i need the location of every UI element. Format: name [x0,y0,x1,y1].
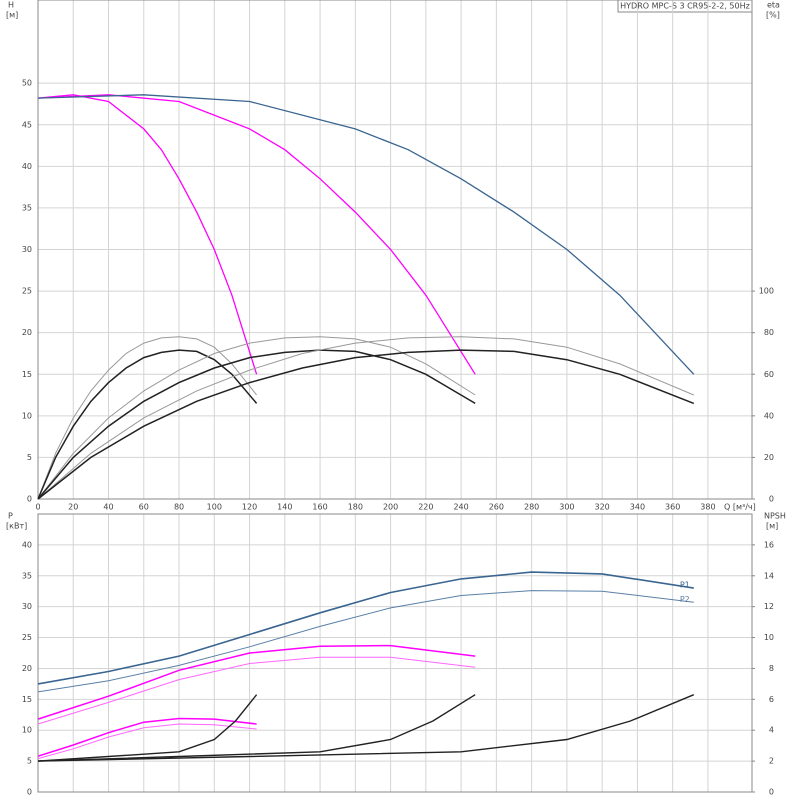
y-axis-unit: [кВт] [6,522,27,531]
y2-tick-label: 16 [764,540,774,549]
y2-tick-label: 6 [769,695,774,704]
y2-tick-label: 10 [764,633,774,642]
x-tick-label: 380 [700,503,715,512]
y2-tick-label: 8 [769,664,774,673]
y2-axis-unit: [м] [766,522,778,531]
y2-tick-label: 2 [769,757,774,766]
y2-tick-label: 60 [764,370,774,379]
y-tick-label: 35 [22,571,32,580]
y-tick-label: 5 [27,757,32,766]
x-tick-label: 320 [595,503,610,512]
x-tick-label: 120 [242,503,257,512]
y2-tick-label: 0 [769,495,774,504]
curve [37,94,476,375]
y-tick-label: 20 [22,328,32,337]
x-tick-label: 340 [630,503,645,512]
y-tick-label: 30 [22,245,32,254]
y-tick-label: 35 [22,203,32,212]
y2-tick-label: 20 [764,453,774,462]
curve [37,349,476,500]
y-tick-label: 40 [22,540,32,549]
series-label: P2 [680,595,690,604]
y2-axis-unit: [%] [766,11,780,20]
y-tick-label: 25 [22,287,32,296]
x-tick-label: 100 [207,503,222,512]
y2-tick-label: 40 [764,411,774,420]
curve [37,723,257,760]
curve [37,94,695,375]
y-axis-label: P [8,512,13,521]
y2-tick-label: 80 [764,328,774,337]
curve [37,336,257,500]
curve [37,694,476,762]
curve [37,336,694,500]
y2-axis-label: NPSH [764,512,786,521]
x-axis-label: Q [м³/ч] [724,503,756,512]
plot-frame [37,513,753,793]
y2-tick-label: 14 [764,571,774,580]
y-tick-label: 25 [22,633,32,642]
x-tick-label: 200 [383,503,398,512]
curve [37,590,694,693]
x-tick-label: 300 [559,503,574,512]
curve [37,336,476,500]
curve [37,694,258,762]
y-axis-label: H [8,1,14,10]
x-tick-label: 360 [665,503,680,512]
x-tick-label: 280 [524,503,539,512]
curve [37,571,694,685]
x-tick-label: 40 [103,503,113,512]
curve [37,694,695,762]
x-tick-label: 0 [35,503,40,512]
y-tick-label: 5 [27,453,32,462]
y-tick-label: 15 [22,695,32,704]
curve [37,349,695,500]
x-tick-label: 80 [174,503,184,512]
y-tick-label: 10 [22,411,32,420]
x-tick-label: 140 [277,503,292,512]
x-tick-label: 220 [418,503,433,512]
y2-tick-label: 12 [764,602,774,611]
y-tick-label: 30 [22,602,32,611]
y-tick-label: 45 [22,120,32,129]
y-tick-label: 0 [27,788,32,797]
plot-frame [37,0,753,500]
x-tick-label: 260 [489,503,504,512]
y2-axis-label: eta [767,1,780,10]
x-tick-label: 20 [68,503,78,512]
curve [37,94,258,375]
y-tick-label: 20 [22,664,32,673]
y-tick-label: 0 [27,495,32,504]
x-tick-label: 60 [139,503,149,512]
y-tick-label: 15 [22,370,32,379]
curve [37,656,476,725]
y-tick-label: 10 [22,726,32,735]
y-tick-label: 40 [22,162,32,171]
x-tick-label: 180 [348,503,363,512]
curve [37,717,257,757]
curve [37,644,476,720]
curve [37,349,258,500]
x-tick-label: 160 [312,503,327,512]
chart-title: HYDRO MPC-S 3 CR95-2-2, 50Hz [620,2,750,11]
y2-tick-label: 4 [769,726,774,735]
y2-tick-label: 100 [759,287,774,296]
y2-tick-label: 0 [769,788,774,797]
x-tick-label: 240 [453,503,468,512]
y-axis-unit: [м] [6,11,18,20]
series-label: P1 [680,581,690,590]
y-tick-label: 50 [22,79,32,88]
